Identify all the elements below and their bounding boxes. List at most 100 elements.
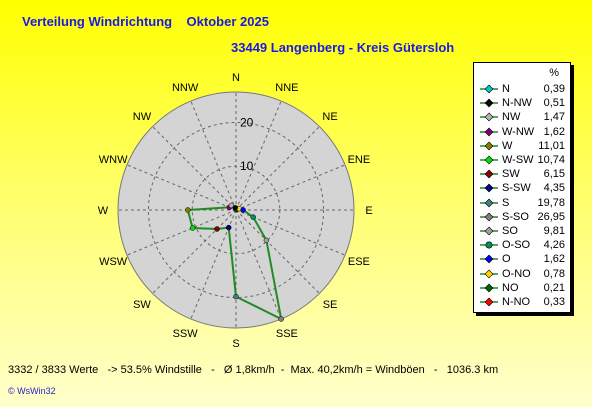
legend-value: 10,74 [537,154,565,166]
direction-label: NE [322,111,337,123]
legend-value: 0,21 [543,281,565,294]
legend-value: 19,78 [537,196,565,209]
data-point [250,214,256,220]
legend-value: 26,95 [537,210,565,223]
legend-marker-icon [480,254,498,264]
rose-spoke [152,209,237,294]
legend-direction: O-SO [502,239,531,252]
legend-direction: O [502,253,511,266]
direction-label: SW [133,299,151,311]
direction-label: S [232,338,239,350]
legend-marker-icon [480,241,498,249]
rose-spoke [235,126,320,211]
ring-tick-label: 20 [240,115,254,129]
legend-marker-icon [480,226,498,236]
legend-direction: W-NW [502,125,535,138]
direction-label: WSW [99,256,128,268]
legend-value: 0,51 [543,97,565,110]
data-point [185,207,191,213]
legend-direction: W-SW [502,154,534,166]
legend-value: 9,81 [543,225,565,237]
data-point [232,205,238,211]
chart-subtitle: 33449 Langenberg - Kreis Gütersloh [231,40,455,55]
data-point [278,316,284,322]
legend-marker-icon [480,212,498,222]
rose-spoke [126,209,237,256]
stats-footer: 3332 / 3833 Werte -> 53.5% Windstille - … [8,364,499,376]
legend-value: 4,26 [543,239,565,252]
legend-item: N-NO 0,33 [474,296,570,311]
direction-label: NW [133,111,152,123]
legend-item: NO 0,21 [474,282,570,297]
direction-label: E [365,205,372,217]
legend-direction: S-SW [502,182,531,195]
rose-spoke [235,209,320,294]
legend-direction: SW [502,168,520,181]
legend: % N 0,39 N-NW 0,51 NW 1,47 W-NW 1,62 W 11,01 W-SW 1… [473,62,571,313]
legend-value: 0,39 [543,83,565,95]
rose-spoke [235,209,282,320]
legend-direction: N-NO [502,296,531,308]
legend-marker-icon [480,98,498,108]
legend-item: SO 9,81 [474,225,570,240]
legend-item: N 0,39 [474,83,570,98]
data-point [233,293,239,300]
data-point [240,207,246,213]
direction-label: SSE [276,328,298,340]
legend-value: 0,78 [543,267,565,280]
legend-item: NW 1,47 [474,111,570,126]
direction-label: SSW [173,328,199,340]
legend-value: 1,47 [543,111,565,124]
legend-direction: O-NO [502,267,531,280]
chart-title: Verteilung Windrichtung Oktober 2025 [22,14,269,29]
rose-spoke [235,164,346,211]
software-credit: © WsWin32 [8,386,56,396]
legend-item: S 19,78 [474,197,570,212]
legend-marker-icon [480,198,498,208]
legend-direction: N [502,83,510,95]
legend-item: W-NW 1,62 [474,126,570,141]
legend-value: 1,62 [543,253,565,266]
rose-ring [147,121,325,299]
legend-item: S-SW 4,35 [474,182,570,197]
legend-marker-icon [480,269,498,279]
data-point [228,202,235,209]
direction-label: ENE [348,154,371,166]
data-point [263,237,270,244]
direction-label: ESE [348,256,370,268]
direction-label: NNE [275,82,298,94]
direction-label: NNW [172,82,199,94]
legend-item: O-SO 4,26 [474,239,570,254]
data-point [225,224,232,231]
legend-marker-icon [480,84,498,94]
legend-direction: SO [502,225,518,237]
legend-direction: NO [502,281,519,294]
legend-item: N-NW 0,51 [474,97,570,112]
rose-spoke [152,126,237,211]
data-point [189,225,196,231]
legend-direction: S-SO [502,210,529,223]
rose-spoke [126,164,237,211]
legend-marker-icon [480,183,498,193]
legend-direction: N-NW [502,97,532,110]
data-point [214,226,220,232]
legend-value: 11,01 [538,139,565,152]
legend-item: SW 6,15 [474,168,570,183]
legend-item: W-SW 10,74 [474,154,570,169]
direction-label: N [232,72,240,84]
legend-value: 1,62 [543,125,565,138]
legend-marker-icon [480,297,498,307]
legend-value: 4,35 [543,182,565,195]
legend-item: O 1,62 [474,253,570,268]
legend-marker-icon [480,112,498,122]
legend-value: 6,15 [543,168,565,181]
legend-value: 0,33 [543,296,565,308]
legend-direction: NW [502,111,521,124]
legend-direction: S [502,196,510,209]
rose-spoke [190,100,237,211]
legend-marker-icon [480,155,498,165]
ring-tick-label: 10 [240,159,254,173]
legend-unit: % [549,67,559,79]
legend-marker-icon [480,141,498,151]
